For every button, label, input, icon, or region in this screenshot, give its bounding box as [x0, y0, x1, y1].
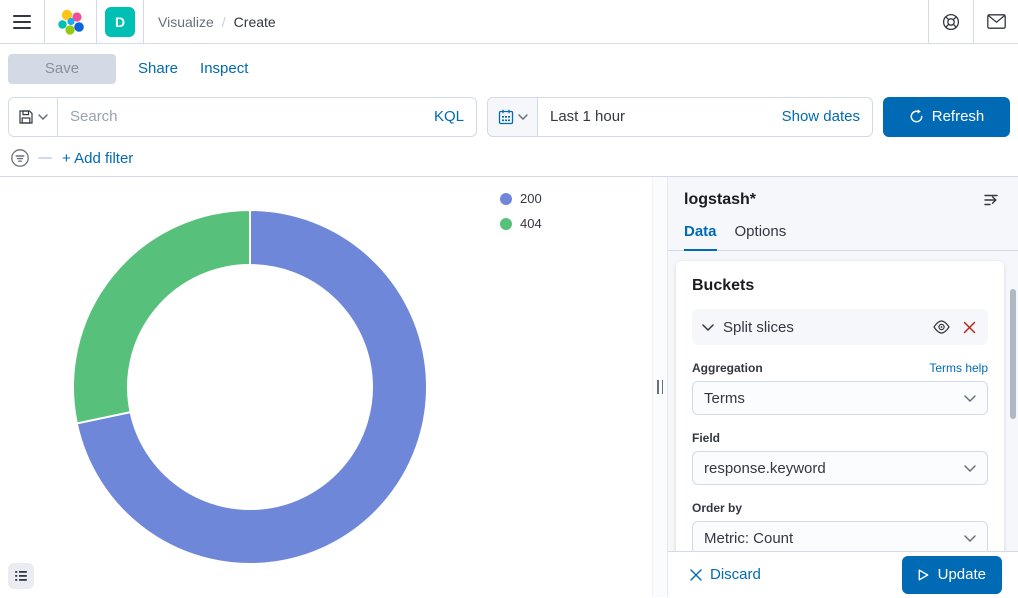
visualization-editor-sidebar: logstash* Data Options: [668, 177, 1018, 597]
saved-query-button[interactable]: [9, 97, 58, 136]
toggle-visibility-button[interactable]: [931, 318, 952, 336]
menu-right-icon: [984, 194, 998, 206]
field-label: Field: [692, 431, 721, 445]
pie-slice-200[interactable]: [75, 209, 428, 565]
app-header: D Visualize / Create: [0, 0, 1018, 44]
chart-legend: 200 404: [500, 191, 542, 231]
bucket-type-label: Split slices: [723, 318, 794, 336]
save-button[interactable]: Save: [8, 53, 116, 84]
breadcrumb-create: Create: [233, 13, 276, 30]
terms-help-link[interactable]: Terms help: [929, 361, 988, 375]
sidebar-tabs: Data Options: [668, 223, 1018, 251]
refresh-label: Refresh: [931, 108, 985, 125]
space-badge: D: [105, 6, 135, 37]
space-selector[interactable]: D: [97, 0, 144, 43]
legend-label: 404: [520, 216, 542, 231]
newsfeed-button[interactable]: [973, 0, 1018, 43]
inspect-button[interactable]: Inspect: [200, 60, 249, 77]
elastic-logo-icon: [57, 9, 84, 35]
menu-button[interactable]: [0, 0, 45, 43]
legend-item[interactable]: 200: [500, 191, 542, 206]
chevron-down-icon: [38, 113, 48, 120]
eye-icon: [933, 320, 950, 334]
buckets-card: Buckets Split slices: [676, 261, 1004, 597]
time-range-value[interactable]: Last 1 hour: [550, 108, 626, 125]
content: 200 404 logstash*: [0, 177, 1018, 597]
add-filter-button[interactable]: + Add filter: [62, 149, 134, 167]
buckets-section-title: Buckets: [692, 277, 755, 294]
hamburger-icon: [13, 14, 31, 29]
breadcrumb-visualize[interactable]: Visualize: [158, 13, 214, 30]
elastic-logo[interactable]: [45, 0, 97, 43]
order-by-select[interactable]: Metric: Count: [692, 521, 988, 555]
aggregation-value: Terms: [704, 389, 745, 407]
breadcrumb-separator: /: [221, 13, 226, 30]
field-select[interactable]: response.keyword: [692, 451, 988, 485]
aggregation-select[interactable]: Terms: [692, 381, 988, 415]
aggregation-label: Aggregation: [692, 361, 763, 375]
quick-select-button[interactable]: [488, 97, 538, 136]
tab-options[interactable]: Options: [734, 223, 787, 240]
share-button[interactable]: Share: [138, 60, 179, 77]
discard-label: Discard: [710, 566, 761, 583]
play-icon: [918, 569, 929, 580]
panel-resizer[interactable]: [652, 177, 668, 597]
calendar-icon: [498, 109, 513, 124]
remove-bucket-button[interactable]: [961, 319, 978, 336]
chevron-down-icon: [964, 464, 976, 472]
close-icon: [690, 568, 702, 581]
envelope-icon: [986, 14, 1006, 29]
update-button[interactable]: Update: [901, 555, 1002, 594]
chevron-down-icon: [964, 394, 976, 402]
help-icon: [942, 13, 960, 30]
legend-item[interactable]: 404: [500, 216, 542, 231]
show-dates-button[interactable]: Show dates: [781, 108, 860, 125]
legend-dot: [500, 217, 512, 230]
legend-dot: [500, 192, 512, 205]
index-pattern-title: logstash*: [684, 191, 757, 208]
sidebar-header: logstash*: [668, 177, 1018, 211]
field-value: response.keyword: [704, 459, 826, 477]
discard-button[interactable]: Discard: [684, 565, 767, 584]
resizer-grip-icon: [657, 380, 663, 394]
sidebar-scrollbar[interactable]: [1010, 289, 1016, 419]
help-button[interactable]: [928, 0, 973, 43]
search-bar: KQL: [8, 96, 477, 137]
refresh-icon: [910, 109, 923, 123]
close-icon: [963, 321, 976, 333]
visualize-toolbar: Save Share Inspect: [0, 44, 1018, 93]
tab-data[interactable]: Data: [684, 223, 717, 251]
filter-divider: [38, 157, 52, 159]
list-icon: [15, 571, 27, 581]
update-label: Update: [937, 566, 986, 583]
legend-label: 200: [520, 191, 542, 206]
filter-icon[interactable]: [10, 148, 30, 168]
query-language-button[interactable]: KQL: [433, 108, 464, 125]
split-slices-accordion[interactable]: Split slices: [692, 309, 988, 345]
chevron-down-icon: [702, 323, 714, 331]
refresh-button[interactable]: Refresh: [883, 96, 1010, 137]
save-query-icon: [19, 109, 33, 124]
chevron-down-icon: [964, 534, 976, 542]
collapse-sidebar-button[interactable]: [980, 189, 1002, 211]
visualization-panel: 200 404: [0, 177, 652, 597]
order-by-value: Metric: Count: [704, 529, 794, 547]
donut-chart[interactable]: [0, 177, 652, 597]
date-picker: Last 1 hour Show dates: [487, 96, 873, 137]
filter-bar: + Add filter: [0, 140, 1018, 177]
legend-toggle-button[interactable]: [8, 563, 34, 589]
order-by-label: Order by: [692, 501, 743, 515]
query-bar: KQL Last 1 hour Show dates: [0, 93, 1018, 140]
search-input[interactable]: [58, 97, 422, 136]
chevron-down-icon: [517, 113, 528, 120]
pie-slice-404[interactable]: [72, 209, 251, 425]
breadcrumb: Visualize / Create: [144, 0, 928, 43]
sidebar-footer: Discard Update: [668, 551, 1018, 597]
